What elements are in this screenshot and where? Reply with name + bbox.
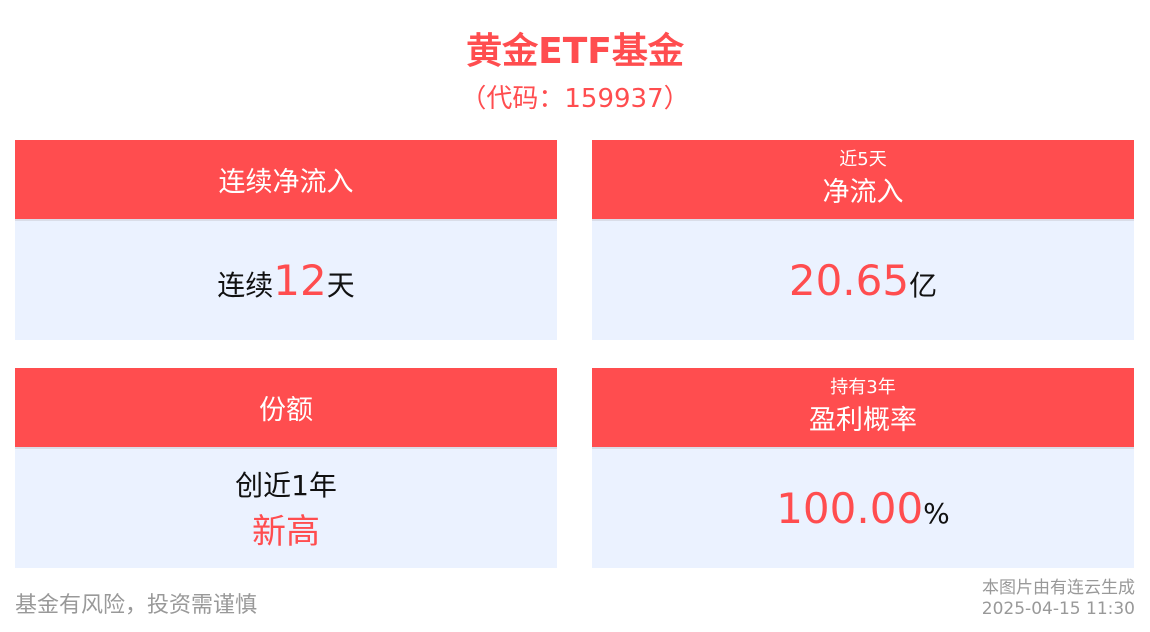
- line1: 创近1年: [235, 469, 337, 502]
- card-consecutive-inflow: 连续净流入 连续12天: [15, 140, 557, 340]
- card-header: 近5天净流入: [592, 140, 1134, 219]
- value: 12: [273, 256, 327, 305]
- suffix: 天: [326, 269, 355, 302]
- card-title: 份额: [259, 395, 313, 426]
- card-body: 连续12天: [15, 219, 557, 340]
- card-header: 持有3年盈利概率: [592, 368, 1134, 447]
- card-body: 20.65亿: [592, 219, 1134, 340]
- card-subtitle: 近5天: [839, 149, 887, 170]
- card-title: 连续净流入: [218, 167, 354, 198]
- card-title: 净流入: [822, 177, 904, 208]
- fund-code: （代码：159937）: [460, 84, 690, 114]
- card-profit-probability: 持有3年盈利概率 100.00%: [592, 368, 1134, 568]
- value: 100.00: [776, 484, 924, 533]
- card-header: 连续净流入: [15, 140, 557, 219]
- prefix: 连续: [217, 269, 274, 302]
- card-subtitle: 持有3年: [830, 377, 896, 398]
- card-5day-inflow: 近5天净流入 20.65亿: [592, 140, 1134, 340]
- timestamp: 2025-04-15 11:30: [981, 599, 1135, 619]
- page-title: 黄金ETF基金: [466, 31, 684, 72]
- source-info: 本图片由有连云生成 2025-04-15 11:30: [982, 578, 1135, 620]
- card-header: 份额: [15, 368, 557, 447]
- card-shares: 份额 创近1年新高: [15, 368, 557, 568]
- card-title: 盈利概率: [809, 405, 917, 436]
- suffix: %: [923, 497, 950, 530]
- line2: 新高: [252, 512, 320, 552]
- source-text: 本图片由有连云生成: [982, 578, 1135, 598]
- card-body: 创近1年新高: [15, 447, 557, 568]
- suffix: 亿: [909, 269, 938, 302]
- value: 20.65: [788, 256, 910, 305]
- risk-disclaimer: 基金有风险，投资需谨慎: [15, 593, 258, 618]
- card-body: 100.00%: [592, 447, 1134, 568]
